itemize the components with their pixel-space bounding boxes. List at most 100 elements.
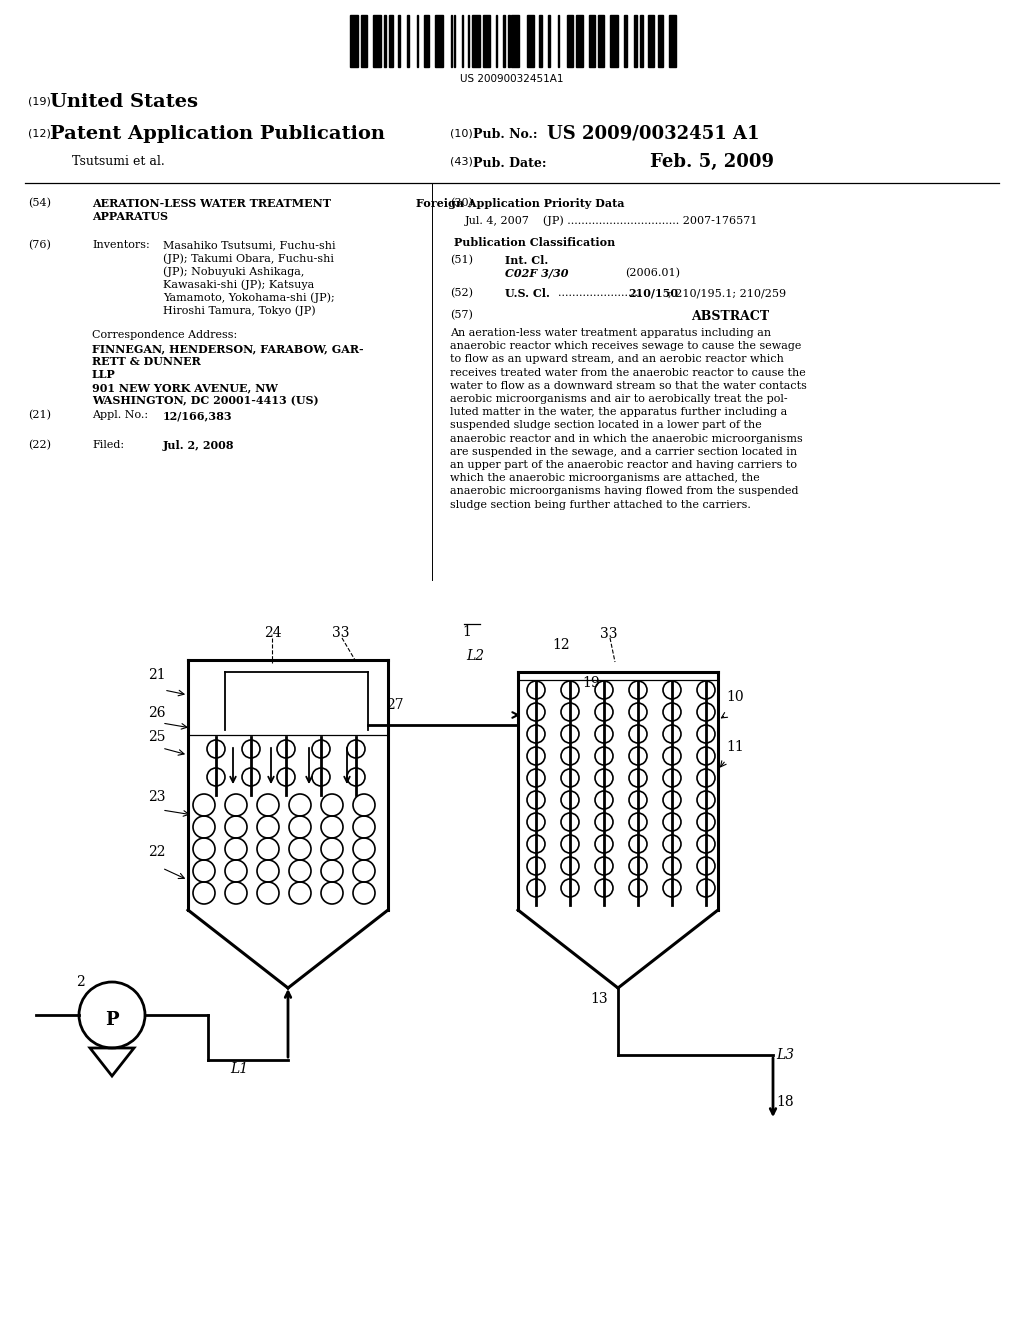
Text: 23: 23 bbox=[148, 789, 166, 804]
Text: 33: 33 bbox=[600, 627, 617, 642]
Text: to flow as an upward stream, and an aerobic reactor which: to flow as an upward stream, and an aero… bbox=[450, 354, 784, 364]
Text: 26: 26 bbox=[148, 706, 166, 719]
Text: 1: 1 bbox=[462, 624, 471, 639]
Text: US 2009/0032451 A1: US 2009/0032451 A1 bbox=[547, 125, 760, 143]
Text: 2: 2 bbox=[76, 975, 85, 989]
Text: Kawasaki-shi (JP); Katsuya: Kawasaki-shi (JP); Katsuya bbox=[163, 279, 314, 289]
Text: FINNEGAN, HENDERSON, FARABOW, GAR-: FINNEGAN, HENDERSON, FARABOW, GAR- bbox=[92, 343, 364, 354]
Text: RETT & DUNNER: RETT & DUNNER bbox=[92, 356, 201, 367]
Text: 12/166,383: 12/166,383 bbox=[163, 411, 232, 421]
Text: (52): (52) bbox=[450, 288, 473, 298]
Bar bbox=[634, 15, 637, 67]
Text: Jul. 4, 2007    (JP) ................................ 2007-176571: Jul. 4, 2007 (JP) ......................… bbox=[465, 215, 759, 226]
Text: 21: 21 bbox=[148, 668, 166, 682]
Text: aerobic microorganisms and air to aerobically treat the pol-: aerobic microorganisms and air to aerobi… bbox=[450, 393, 787, 404]
Text: Hiroshi Tamura, Tokyo (JP): Hiroshi Tamura, Tokyo (JP) bbox=[163, 305, 315, 315]
Text: Int. Cl.: Int. Cl. bbox=[505, 255, 548, 267]
Text: anaerobic reactor which receives sewage to cause the sewage: anaerobic reactor which receives sewage … bbox=[450, 341, 802, 351]
Text: receives treated water from the anaerobic reactor to cause the: receives treated water from the anaerobi… bbox=[450, 367, 806, 378]
Text: 10: 10 bbox=[726, 690, 743, 704]
Bar bbox=[558, 15, 559, 67]
Bar bbox=[577, 15, 583, 67]
Text: (22): (22) bbox=[28, 440, 51, 450]
Bar bbox=[389, 15, 393, 67]
Bar bbox=[384, 15, 386, 67]
Bar bbox=[462, 15, 463, 67]
Bar bbox=[483, 15, 489, 67]
Text: 22: 22 bbox=[148, 845, 166, 859]
Text: 11: 11 bbox=[726, 741, 743, 754]
Text: L3: L3 bbox=[776, 1048, 795, 1063]
Text: (76): (76) bbox=[28, 240, 51, 251]
Text: 24: 24 bbox=[264, 626, 282, 640]
Text: Tsutsumi et al.: Tsutsumi et al. bbox=[72, 154, 165, 168]
Text: (43): (43) bbox=[450, 157, 473, 168]
Text: Yamamoto, Yokohama-shi (JP);: Yamamoto, Yokohama-shi (JP); bbox=[163, 292, 335, 302]
Bar bbox=[640, 15, 643, 67]
Text: Publication Classification: Publication Classification bbox=[455, 238, 615, 248]
Bar bbox=[504, 15, 505, 67]
Text: Pub. No.:: Pub. No.: bbox=[473, 128, 538, 141]
Text: Filed:: Filed: bbox=[92, 440, 124, 450]
Text: which the anaerobic microorganisms are attached, the: which the anaerobic microorganisms are a… bbox=[450, 473, 760, 483]
Bar bbox=[472, 15, 480, 67]
Text: sludge section being further attached to the carriers.: sludge section being further attached to… bbox=[450, 499, 751, 510]
Text: APPARATUS: APPARATUS bbox=[92, 211, 168, 222]
Text: 12: 12 bbox=[552, 638, 569, 652]
Bar bbox=[567, 15, 573, 67]
Text: United States: United States bbox=[50, 92, 198, 111]
Text: 13: 13 bbox=[590, 993, 607, 1006]
Text: suspended sludge section located in a lower part of the: suspended sludge section located in a lo… bbox=[450, 420, 762, 430]
Text: L1: L1 bbox=[230, 1063, 248, 1076]
Text: luted matter in the water, the apparatus further including a: luted matter in the water, the apparatus… bbox=[450, 407, 787, 417]
Text: U.S. Cl.: U.S. Cl. bbox=[505, 288, 550, 300]
Bar bbox=[549, 15, 550, 67]
Text: (54): (54) bbox=[28, 198, 51, 209]
Text: 33: 33 bbox=[332, 626, 349, 640]
Bar bbox=[658, 15, 664, 67]
Text: (19): (19) bbox=[28, 96, 51, 106]
Text: (2006.01): (2006.01) bbox=[625, 268, 680, 279]
Text: 901 NEW YORK AVENUE, NW: 901 NEW YORK AVENUE, NW bbox=[92, 381, 278, 393]
Bar bbox=[435, 15, 443, 67]
Bar bbox=[539, 15, 542, 67]
Text: 210/150: 210/150 bbox=[628, 288, 678, 300]
Text: (12): (12) bbox=[28, 128, 51, 139]
Text: 25: 25 bbox=[148, 730, 166, 744]
Text: (51): (51) bbox=[450, 255, 473, 265]
Text: Foreign Application Priority Data: Foreign Application Priority Data bbox=[416, 198, 625, 209]
Text: water to flow as a downward stream so that the water contacts: water to flow as a downward stream so th… bbox=[450, 380, 807, 391]
Bar bbox=[374, 15, 381, 67]
Text: (57): (57) bbox=[450, 310, 473, 321]
Text: 19: 19 bbox=[582, 676, 600, 690]
Bar bbox=[598, 15, 604, 67]
Text: Patent Application Publication: Patent Application Publication bbox=[50, 125, 385, 143]
Text: anaerobic reactor and in which the anaerobic microorganisms: anaerobic reactor and in which the anaer… bbox=[450, 433, 803, 444]
Text: Inventors:: Inventors: bbox=[92, 240, 150, 249]
Bar bbox=[350, 15, 357, 67]
Text: LLP: LLP bbox=[92, 370, 116, 380]
Text: AERATION-LESS WATER TREATMENT: AERATION-LESS WATER TREATMENT bbox=[92, 198, 331, 209]
Bar bbox=[526, 15, 535, 67]
Text: WASHINGTON, DC 20001-4413 (US): WASHINGTON, DC 20001-4413 (US) bbox=[92, 395, 318, 407]
Text: an upper part of the anaerobic reactor and having carriers to: an upper part of the anaerobic reactor a… bbox=[450, 459, 797, 470]
Text: Jul. 2, 2008: Jul. 2, 2008 bbox=[163, 440, 234, 451]
Bar bbox=[647, 15, 653, 67]
Bar bbox=[360, 15, 367, 67]
Text: US 20090032451A1: US 20090032451A1 bbox=[460, 74, 564, 84]
Bar bbox=[508, 15, 510, 67]
Bar bbox=[670, 15, 676, 67]
Bar bbox=[417, 15, 418, 67]
Text: ABSTRACT: ABSTRACT bbox=[691, 310, 769, 323]
Text: (21): (21) bbox=[28, 411, 51, 420]
Bar bbox=[398, 15, 399, 67]
Text: (10): (10) bbox=[450, 128, 473, 139]
Bar bbox=[454, 15, 456, 67]
Bar bbox=[496, 15, 498, 67]
Text: ........................: ........................ bbox=[558, 288, 642, 298]
Text: (JP); Takumi Obara, Fuchu-shi: (JP); Takumi Obara, Fuchu-shi bbox=[163, 253, 334, 264]
Bar bbox=[511, 15, 519, 67]
Bar bbox=[468, 15, 469, 67]
Text: Appl. No.:: Appl. No.: bbox=[92, 411, 148, 420]
Bar bbox=[589, 15, 595, 67]
